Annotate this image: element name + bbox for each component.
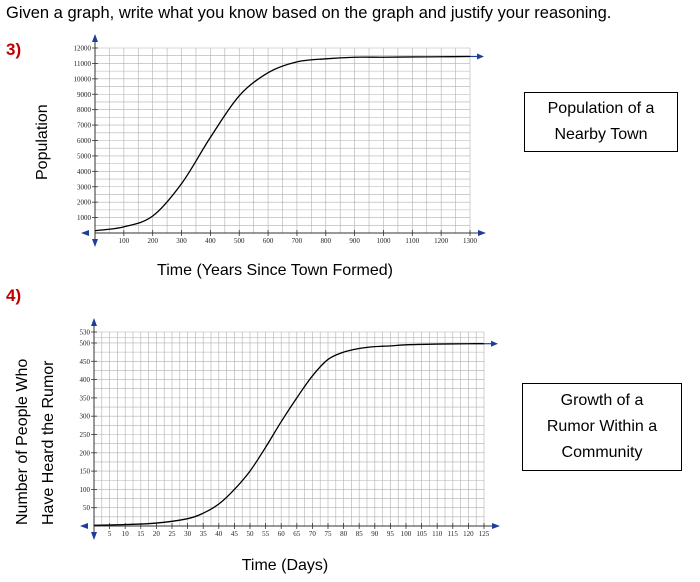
population-chart-y-tick-label: 9000 <box>77 91 92 99</box>
rumor-chart-y-tick-label: 50 <box>83 504 91 512</box>
population-chart-y-tick-label: 12000 <box>74 45 92 53</box>
rumor-chart-x-tick-label: 50 <box>247 530 255 538</box>
population-chart-series-line <box>94 55 471 232</box>
rumor-chart-y-tick-label: 450 <box>80 358 91 366</box>
rumor-chart-y-tick-label: 300 <box>80 413 91 421</box>
population-chart-x-axis-arrow <box>478 230 486 236</box>
rumor-chart-y-tick-label: 400 <box>80 376 91 384</box>
problem-4-title-box: Growth of a Rumor Within a Community <box>522 383 682 471</box>
rumor-chart-x-tick-label: 80 <box>340 530 348 538</box>
population-chart-series-arrow <box>477 53 484 60</box>
rumor-chart-x-axis-arrow <box>492 523 500 529</box>
rumor-chart-y-tick-label: 100 <box>80 486 91 494</box>
population-chart-x-tick-label: 1300 <box>463 237 478 245</box>
rumor-chart-x-tick-label: 55 <box>262 530 270 538</box>
problem-4-x-axis-label: Time (Days) <box>241 557 329 574</box>
population-chart-x-tick-label: 1100 <box>405 237 419 245</box>
population-chart-y-tick-label: 8000 <box>77 106 92 114</box>
problem-4-title-line: Community <box>561 444 643 461</box>
rumor-chart-x-tick-label: 35 <box>200 530 208 538</box>
rumor-chart-x-tick-label: 15 <box>137 530 145 538</box>
population-chart-y-tick-label: 6000 <box>77 137 92 145</box>
population-chart-x-tick-label: 100 <box>119 237 130 245</box>
rumor-chart-y-axis-arrow <box>91 318 97 326</box>
population-chart-x-tick-label: 700 <box>292 237 303 245</box>
problem-3-x-axis-label: Time (Years Since Town Formed) <box>157 262 393 279</box>
rumor-chart-y-tick-label: 500 <box>80 339 91 347</box>
population-chart-y-tick-label: 4000 <box>77 168 92 176</box>
rumor-chart-series-arrow <box>491 340 498 347</box>
problem-4-title-line: Rumor Within a <box>546 418 658 435</box>
rumor-chart-x-tick-label: 110 <box>432 530 443 538</box>
population-chart-x-tick-label: 800 <box>321 237 332 245</box>
population-chart-x-tick-label: 1200 <box>434 237 449 245</box>
population-chart-x-tick-label: 300 <box>176 237 187 245</box>
rumor-chart-x-tick-label: 120 <box>463 530 474 538</box>
population-chart-y-tick-label: 5000 <box>77 152 92 160</box>
rumor-chart-x-tick-label: 65 <box>293 530 301 538</box>
rumor-chart-y-axis-arrow-down <box>91 532 97 540</box>
rumor-chart-y-tick-label: 200 <box>80 449 91 457</box>
population-chart-x-tick-label: 900 <box>349 237 360 245</box>
problem-4-title-line: Growth of a <box>560 392 644 409</box>
rumor-chart-y-tick-label: 150 <box>80 468 91 476</box>
rumor-chart-x-tick-label: 45 <box>231 530 239 538</box>
population-chart-x-tick-label: 500 <box>234 237 245 245</box>
problem-3-title-line: Population of a <box>547 100 655 117</box>
rumor-chart-x-tick-label: 20 <box>153 530 161 538</box>
problem-3-title-box: Population of a Nearby Town <box>524 92 678 152</box>
rumor-chart-y-tick-label: 350 <box>80 394 91 402</box>
rumor-chart-x-tick-label: 115 <box>448 530 459 538</box>
population-chart-x-tick-label: 600 <box>263 237 274 245</box>
rumor-chart-x-tick-label: 75 <box>325 530 333 538</box>
population-chart-y-tick-label: 2000 <box>77 199 92 207</box>
rumor-chart-x-tick-label: 125 <box>479 530 490 538</box>
population-chart-y-axis-arrow-down <box>92 239 98 247</box>
rumor-chart-y-tick-label: 250 <box>80 431 91 439</box>
rumor-chart-x-tick-label: 10 <box>122 530 130 538</box>
population-chart-x-tick-label: 400 <box>205 237 216 245</box>
problem-3-title-line: Nearby Town <box>554 126 648 143</box>
rumor-chart-x-tick-label: 70 <box>309 530 317 538</box>
rumor-chart-x-tick-label: 95 <box>387 530 395 538</box>
rumor-chart-x-tick-label: 30 <box>184 530 192 538</box>
rumor-chart-x-tick-label: 85 <box>356 530 364 538</box>
rumor-chart-series-line <box>93 343 485 526</box>
rumor-chart-x-tick-label: 25 <box>169 530 177 538</box>
rumor-chart-x-tick-label: 60 <box>278 530 286 538</box>
population-chart-y-tick-label: 11000 <box>74 60 92 68</box>
population-chart-y-tick-label: 1000 <box>77 214 92 222</box>
rumor-chart-x-tick-label: 105 <box>416 530 427 538</box>
rumor-chart-x-tick-label: 90 <box>371 530 379 538</box>
population-chart-x-tick-label: 200 <box>147 237 158 245</box>
population-chart-y-tick-label: 7000 <box>77 122 92 130</box>
population-chart-y-tick-label: 3000 <box>77 183 92 191</box>
population-chart-x-axis-arrow-left <box>81 230 89 236</box>
population-chart-y-axis-arrow <box>92 34 98 42</box>
population-chart-y-tick-label: 10000 <box>74 75 92 83</box>
rumor-chart-x-tick-label: 100 <box>401 530 412 538</box>
rumor-chart-x-tick-label: 40 <box>215 530 223 538</box>
rumor-chart-x-axis-arrow-left <box>80 523 88 529</box>
instructions-text: Given a graph, write what you know based… <box>6 4 612 22</box>
problem-3-number: 3) <box>6 40 22 59</box>
problem-4-number: 4) <box>6 286 22 305</box>
rumor-chart-y-tick-label: 530 <box>80 329 91 337</box>
rumor-chart-x-tick-label: 5 <box>108 530 112 538</box>
population-chart-x-tick-label: 1000 <box>376 237 391 245</box>
